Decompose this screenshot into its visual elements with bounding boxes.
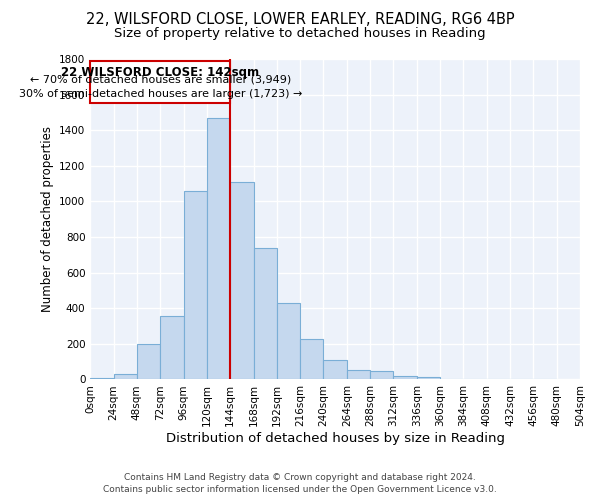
Bar bbox=[323, 360, 347, 380]
Bar bbox=[394, 376, 417, 380]
Bar bbox=[184, 190, 207, 380]
Bar bbox=[417, 377, 440, 380]
X-axis label: Distribution of detached houses by size in Reading: Distribution of detached houses by size … bbox=[166, 432, 505, 445]
Text: Contains HM Land Registry data © Crown copyright and database right 2024.
Contai: Contains HM Land Registry data © Crown c… bbox=[103, 472, 497, 494]
Bar bbox=[160, 316, 184, 380]
Text: Size of property relative to detached houses in Reading: Size of property relative to detached ho… bbox=[114, 28, 486, 40]
Text: ← 70% of detached houses are smaller (3,949): ← 70% of detached houses are smaller (3,… bbox=[29, 74, 291, 84]
Bar bbox=[347, 370, 370, 380]
Bar bbox=[137, 344, 160, 380]
Bar bbox=[277, 303, 300, 380]
Bar bbox=[370, 372, 394, 380]
Text: 30% of semi-detached houses are larger (1,723) →: 30% of semi-detached houses are larger (… bbox=[19, 90, 302, 100]
Bar bbox=[440, 378, 463, 380]
Text: 22, WILSFORD CLOSE, LOWER EARLEY, READING, RG6 4BP: 22, WILSFORD CLOSE, LOWER EARLEY, READIN… bbox=[86, 12, 514, 28]
Y-axis label: Number of detached properties: Number of detached properties bbox=[41, 126, 53, 312]
Bar bbox=[300, 340, 323, 380]
Bar bbox=[254, 248, 277, 380]
Bar bbox=[230, 182, 254, 380]
Bar bbox=[207, 118, 230, 380]
Text: 22 WILSFORD CLOSE: 142sqm: 22 WILSFORD CLOSE: 142sqm bbox=[61, 66, 259, 79]
Bar bbox=[113, 374, 137, 380]
Bar bbox=[90, 378, 113, 380]
Bar bbox=[90, 61, 230, 102]
